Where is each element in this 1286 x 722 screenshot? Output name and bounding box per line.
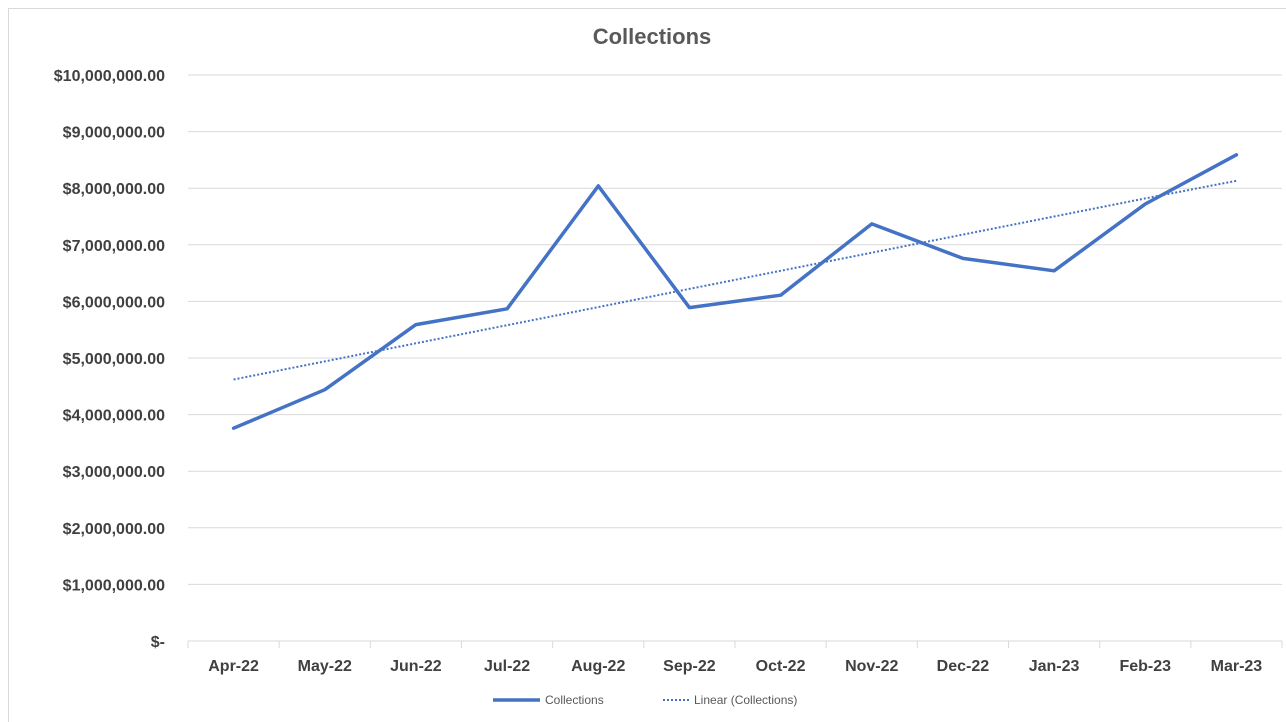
- legend-label: Linear (Collections): [694, 693, 797, 707]
- trendline-series: [233, 179, 1237, 381]
- x-tick-label: Oct-22: [756, 658, 806, 675]
- legend-label: Collections: [545, 693, 604, 707]
- y-tick-label: $9,000,000.00: [63, 125, 165, 142]
- y-tick-label: $2,000,000.00: [63, 521, 165, 538]
- y-tick-label: $7,000,000.00: [63, 238, 165, 255]
- gridlines: [188, 74, 1282, 585]
- legend: Collections Linear (Collections): [493, 693, 797, 707]
- x-axis: Apr-22 May-22 Jun-22 Jul-22 Aug-22 Sep-22 Oct-…: [187, 640, 1283, 675]
- x-tick-label: Jan-23: [1029, 658, 1080, 675]
- series-lines: [231, 153, 1239, 430]
- y-tick-label: $1,000,000.00: [63, 577, 165, 594]
- chart-title: Collections: [593, 24, 712, 49]
- x-tick-label: Nov-22: [845, 658, 898, 675]
- y-tick-label: $5,000,000.00: [63, 351, 165, 368]
- x-tick-label: Feb-23: [1119, 658, 1171, 675]
- y-tick-label: $3,000,000.00: [63, 464, 165, 481]
- x-tick-label: Aug-22: [571, 658, 625, 675]
- x-tick-label: Sep-22: [663, 658, 716, 675]
- y-axis-tick-labels: $- $1,000,000.00 $2,000,000.00 $3,000,000.0…: [54, 68, 165, 651]
- x-tick-label: May-22: [298, 658, 352, 675]
- x-tick-label: Jun-22: [390, 658, 442, 675]
- y-tick-label: $4,000,000.00: [63, 408, 165, 425]
- y-tick-label: $-: [151, 634, 165, 651]
- y-tick-label: $10,000,000.00: [54, 68, 165, 85]
- collections-series-line: [231, 153, 1239, 430]
- x-tick-label: Dec-22: [937, 658, 990, 675]
- y-tick-label: $8,000,000.00: [63, 181, 165, 198]
- x-tick-label: Apr-22: [208, 658, 259, 675]
- x-tick-label: Jul-22: [484, 658, 530, 675]
- y-tick-label: $6,000,000.00: [63, 294, 165, 311]
- x-tick-label: Mar-23: [1211, 658, 1263, 675]
